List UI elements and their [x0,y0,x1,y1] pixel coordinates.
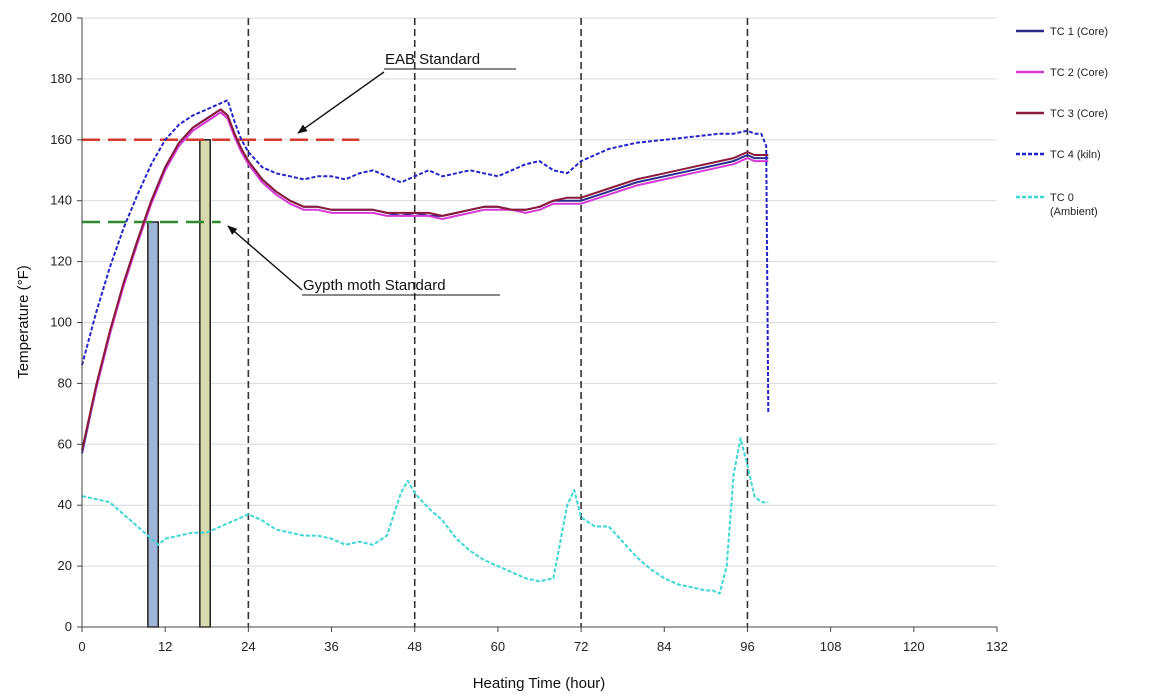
y-tick-label: 60 [58,436,72,451]
legend-label: TC 4 (kiln) [1050,149,1101,161]
x-tick-label: 84 [657,639,671,654]
x-tick-label: 72 [574,639,588,654]
y-tick-label: 100 [50,315,72,330]
legend-label: TC 2 (Core) [1050,67,1108,79]
y-tick-label: 0 [65,619,72,634]
legend: TC 1 (Core) TC 2 (Core) TC 3 (Core) TC 4 (k… [1016,26,1108,218]
eab-arrow [297,71,385,134]
y-tick-label: 200 [50,10,72,25]
x-tick-label: 132 [986,639,1008,654]
series-line [81,111,769,451]
reference-lines [82,138,360,224]
gypsy-moth-standard-label: Gypth moth Standard [303,277,446,294]
interval-bar [147,221,160,628]
x-tick-label: 60 [491,639,505,654]
y-tick-label: 120 [50,254,72,269]
x-tick-label: 48 [407,639,421,654]
series-lines [81,99,770,595]
x-tick-label: 108 [820,639,842,654]
x-tick-label: 36 [324,639,338,654]
legend-label: TC 3 (Core) [1050,108,1108,120]
annotations: EAB Standard Gypth moth Standard [227,51,516,296]
y-tick-label: 180 [50,71,72,86]
x-tick-label: 120 [903,639,925,654]
interval-bar [199,139,211,628]
y-tick-labels: 0 20 40 60 80 100 120 140 160 180 200 [50,10,82,634]
y-tick-label: 20 [58,558,72,573]
series-line [81,437,769,595]
y-tick-label: 80 [58,375,72,390]
y-tick-label: 40 [58,497,72,512]
x-axis-label: Heating Time (hour) [473,675,606,692]
series-line [81,99,770,414]
series-line [81,108,769,451]
eab-standard-label: EAB Standard [385,51,480,68]
y-axis-label: Temperature (°F) [15,265,32,379]
legend-label: TC 1 (Core) [1050,26,1108,38]
gypsy-moth-arrow [227,225,303,291]
day-boundary-lines [247,18,749,627]
x-tick-label: 0 [78,639,85,654]
x-tick-label: 12 [158,639,172,654]
y-tick-label: 140 [50,193,72,208]
y-tick-label: 160 [50,132,72,147]
x-tick-label: 24 [241,639,255,654]
gridlines [82,17,997,567]
x-tick-label: 96 [740,639,754,654]
x-tick-labels: 0 12 24 36 48 60 72 84 96 108 120 132 [78,627,1008,654]
legend-label: TC 0 (Ambient) [1050,192,1098,218]
